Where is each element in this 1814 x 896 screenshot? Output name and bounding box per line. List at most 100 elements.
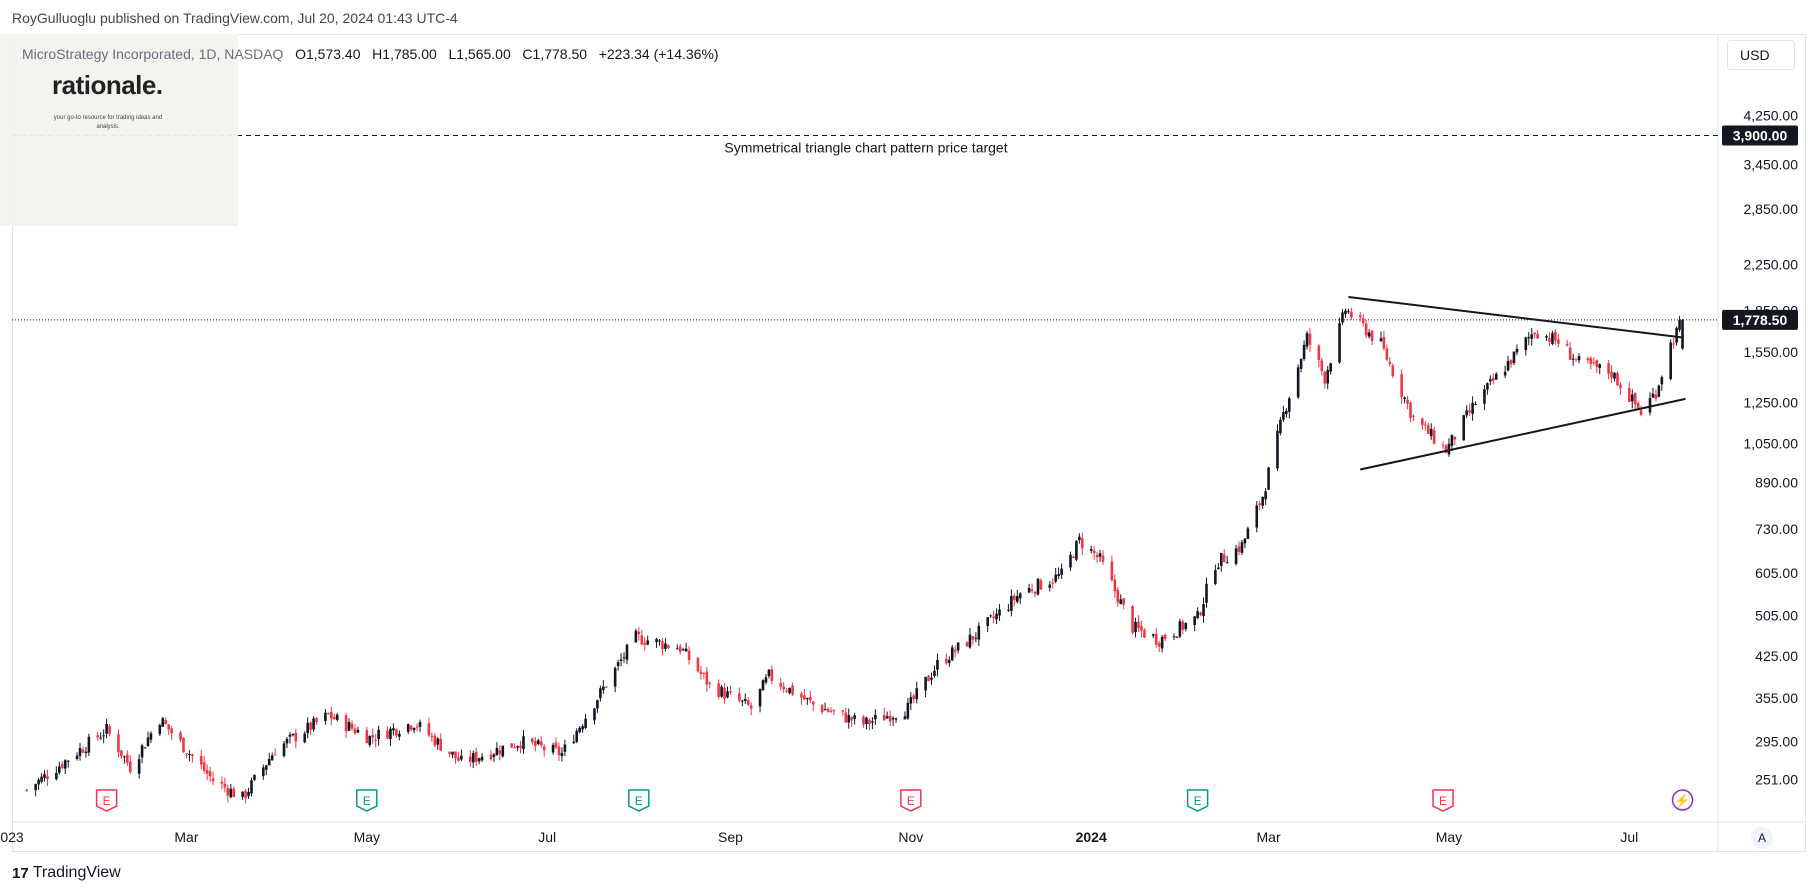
candle-body xyxy=(764,677,768,683)
candle-body xyxy=(749,705,753,709)
candle-body xyxy=(34,784,37,791)
symbol-legend[interactable]: MicroStrategy Incorporated, 1D, NASDAQ O… xyxy=(22,46,719,62)
candle-body xyxy=(1379,338,1383,342)
candle-body xyxy=(1483,389,1486,404)
candle-body xyxy=(1503,371,1507,376)
tradingview-logo[interactable]: 17 TradingView xyxy=(12,864,121,882)
candle-body xyxy=(303,733,307,743)
candle-body xyxy=(829,710,833,712)
candle-body xyxy=(1338,323,1341,363)
candle-body xyxy=(1110,561,1114,581)
candle-body xyxy=(1060,568,1063,575)
earnings-event-glyph: E xyxy=(635,794,643,808)
candle-body xyxy=(1506,361,1510,371)
candle-body xyxy=(105,723,108,734)
candle-body xyxy=(253,774,256,780)
candle-body xyxy=(199,756,203,765)
candle-body xyxy=(619,659,623,662)
candle-body xyxy=(377,729,380,740)
candle-body xyxy=(702,672,706,674)
ohlc-low: L1,565.00 xyxy=(448,46,511,62)
candle-body xyxy=(477,758,481,762)
candle-body xyxy=(495,748,499,756)
candle-body xyxy=(149,733,153,740)
candle-body xyxy=(847,715,851,723)
candle-body xyxy=(687,650,691,661)
candle-body xyxy=(723,687,726,699)
candle-body xyxy=(1675,327,1678,343)
candle-body xyxy=(1515,348,1519,353)
candle-body xyxy=(439,738,443,751)
candle-body xyxy=(1364,323,1368,336)
candle-body xyxy=(1308,333,1312,345)
candle-body xyxy=(164,720,168,724)
candle-body xyxy=(1202,604,1205,617)
candle-body xyxy=(273,754,277,756)
currency-button[interactable]: USD xyxy=(1727,40,1795,70)
candle-body xyxy=(1078,536,1081,541)
candle-body xyxy=(1234,548,1238,564)
candle-body xyxy=(46,776,49,779)
candle-body xyxy=(427,723,431,736)
candle-body xyxy=(930,677,933,680)
candle-body xyxy=(678,646,682,652)
tradingview-brand: TradingView xyxy=(32,864,121,881)
candle-body xyxy=(386,730,389,739)
candle-body xyxy=(1548,338,1551,342)
publisher-line: RoyGulluoglu published on TradingView.co… xyxy=(12,10,458,26)
candle-body xyxy=(1598,364,1602,368)
target-price-label: 3,900.00 xyxy=(1733,128,1788,144)
candle-body xyxy=(1285,410,1288,415)
earnings-event-glyph: E xyxy=(1194,794,1202,808)
y-tick-label: 251.00 xyxy=(1755,771,1798,787)
candle-body xyxy=(1069,554,1072,568)
x-tick-label: Sep xyxy=(718,829,743,845)
candle-body xyxy=(717,683,720,697)
candle-body xyxy=(862,716,865,725)
candle-body xyxy=(368,735,372,746)
candle-body xyxy=(182,737,185,753)
candle-body xyxy=(291,733,295,736)
candle-body xyxy=(604,686,608,688)
candle-body xyxy=(332,716,336,720)
target-price-label-bg xyxy=(1722,125,1798,146)
candle-body xyxy=(120,750,123,757)
candle-body xyxy=(188,753,191,755)
candle-body xyxy=(936,659,939,670)
candle-body xyxy=(823,709,827,711)
candle-body xyxy=(356,730,360,733)
candle-body xyxy=(1592,362,1596,364)
candle-body xyxy=(474,751,478,762)
candle-body xyxy=(309,722,312,730)
candle-body xyxy=(841,710,845,712)
candle-body xyxy=(123,756,126,758)
candle-body xyxy=(208,771,212,777)
auto-scale-button[interactable]: A xyxy=(1751,827,1773,849)
candle-body xyxy=(1225,562,1229,564)
candle-body xyxy=(554,742,558,748)
candle-body xyxy=(1512,351,1516,364)
candle-body xyxy=(933,670,936,676)
candle-body xyxy=(1486,383,1489,390)
candle-body xyxy=(1154,633,1158,645)
candle-body xyxy=(891,717,895,720)
candle-body xyxy=(250,780,253,794)
candle-body xyxy=(1432,430,1436,444)
candle-body xyxy=(699,671,703,674)
y-tick-label: 1,250.00 xyxy=(1744,395,1799,411)
candle-body xyxy=(1317,345,1321,361)
candle-body xyxy=(1468,410,1471,413)
earnings-event-icon xyxy=(1186,789,1209,812)
symbol-name: MicroStrategy Incorporated, 1D, NASDAQ xyxy=(22,46,284,62)
candle-body xyxy=(868,719,871,725)
candle-body xyxy=(1160,636,1164,649)
candle-body xyxy=(705,671,709,685)
candle-body xyxy=(1217,567,1220,569)
candle-body xyxy=(675,648,679,650)
candle-body xyxy=(1471,402,1474,414)
candle-body xyxy=(1329,363,1332,372)
candle-body xyxy=(244,790,247,799)
candle-body xyxy=(1385,348,1389,360)
candle-body xyxy=(915,688,919,700)
